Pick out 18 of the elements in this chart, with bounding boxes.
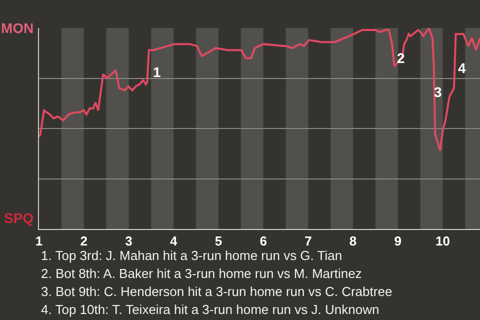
x-tick-label: 4: [170, 234, 178, 249]
x-tick-label: 9: [394, 234, 402, 249]
text: SPQ: [4, 210, 34, 226]
text: 2. Bot 8th: A. Baker hit a 3-run home run vs M. Martinez: [41, 266, 362, 281]
x-tick-label: 7: [304, 234, 312, 249]
x-tick-label: 8: [349, 234, 357, 249]
text: 1. Top 3rd: J. Mahan hit a 3-run home run vs G. Tian: [41, 248, 342, 263]
text: 3. Bot 9th: C. Henderson hit a 3-run home run vs C. Crabtree: [41, 284, 392, 299]
text: MON: [1, 20, 34, 36]
x-tick-label: 3: [125, 234, 132, 249]
annotation: 1: [153, 64, 161, 80]
x-tick-label: 2: [80, 234, 88, 249]
text: 4. Top 10th: T. Teixeira hit a 3-run home run vs J. Unknown: [41, 302, 380, 317]
x-tick-label: 1: [35, 234, 43, 249]
x-tick-label: 10: [436, 234, 450, 249]
annotation: 4: [458, 60, 466, 76]
x-tick-label: 5: [214, 234, 222, 249]
x-tick-label: 6: [260, 234, 267, 249]
